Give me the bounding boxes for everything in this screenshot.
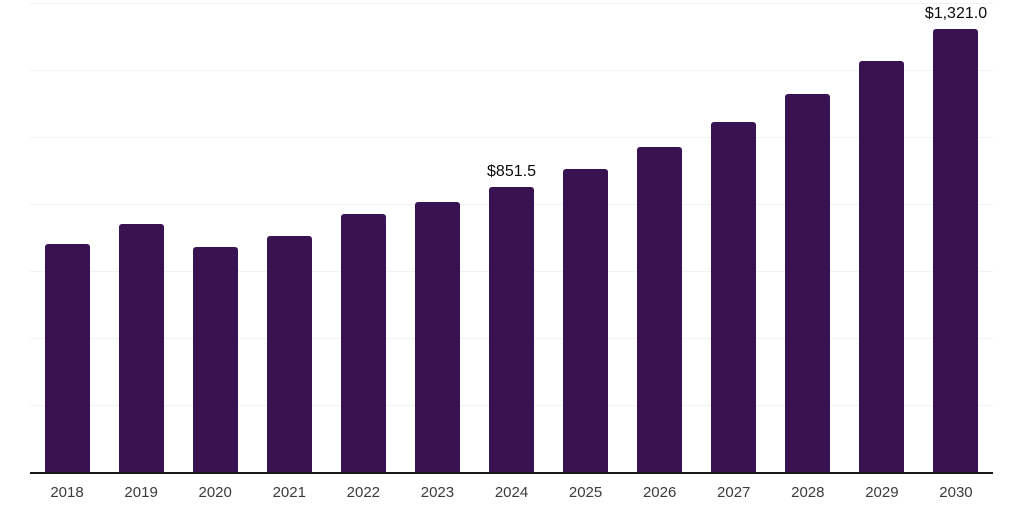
x-axis-label-2029: 2029 xyxy=(865,484,899,501)
bar-2028 xyxy=(785,94,831,472)
x-axis-label-2028: 2028 xyxy=(791,484,825,501)
gridline xyxy=(30,3,993,4)
x-axis-line xyxy=(30,472,993,474)
x-axis-label-2024: 2024 xyxy=(494,484,529,501)
x-axis-label-2018: 2018 xyxy=(50,484,84,501)
bar-2019 xyxy=(118,224,164,472)
value-label-2030: $1,321.0 xyxy=(924,5,988,23)
x-axis-label-2023: 2023 xyxy=(420,484,455,501)
bar-2023 xyxy=(414,201,460,472)
x-axis-label-2030: 2030 xyxy=(939,484,973,501)
x-axis-label-2021: 2021 xyxy=(272,484,306,501)
x-axis-label-2026: 2026 xyxy=(642,484,677,501)
bar-2029 xyxy=(859,60,905,472)
bar-2020 xyxy=(192,246,238,472)
bar-2021 xyxy=(266,236,312,472)
x-axis-label-2027: 2027 xyxy=(717,484,751,501)
x-axis-label-2025: 2025 xyxy=(568,484,603,501)
bar-2022 xyxy=(340,213,386,472)
bar-2025 xyxy=(563,168,609,472)
bar-2027 xyxy=(711,121,757,472)
bar-2024 xyxy=(489,186,534,472)
gridline xyxy=(30,70,993,71)
x-axis-label-2022: 2022 xyxy=(346,484,381,501)
bar-2018 xyxy=(44,243,90,472)
gridline xyxy=(30,137,993,138)
value-label-2024: $851.5 xyxy=(487,162,536,180)
x-axis-label-2020: 2020 xyxy=(198,484,232,501)
x-axis-label-2019: 2019 xyxy=(124,484,158,501)
bar-2030 xyxy=(933,29,979,472)
bar-2026 xyxy=(637,147,683,472)
